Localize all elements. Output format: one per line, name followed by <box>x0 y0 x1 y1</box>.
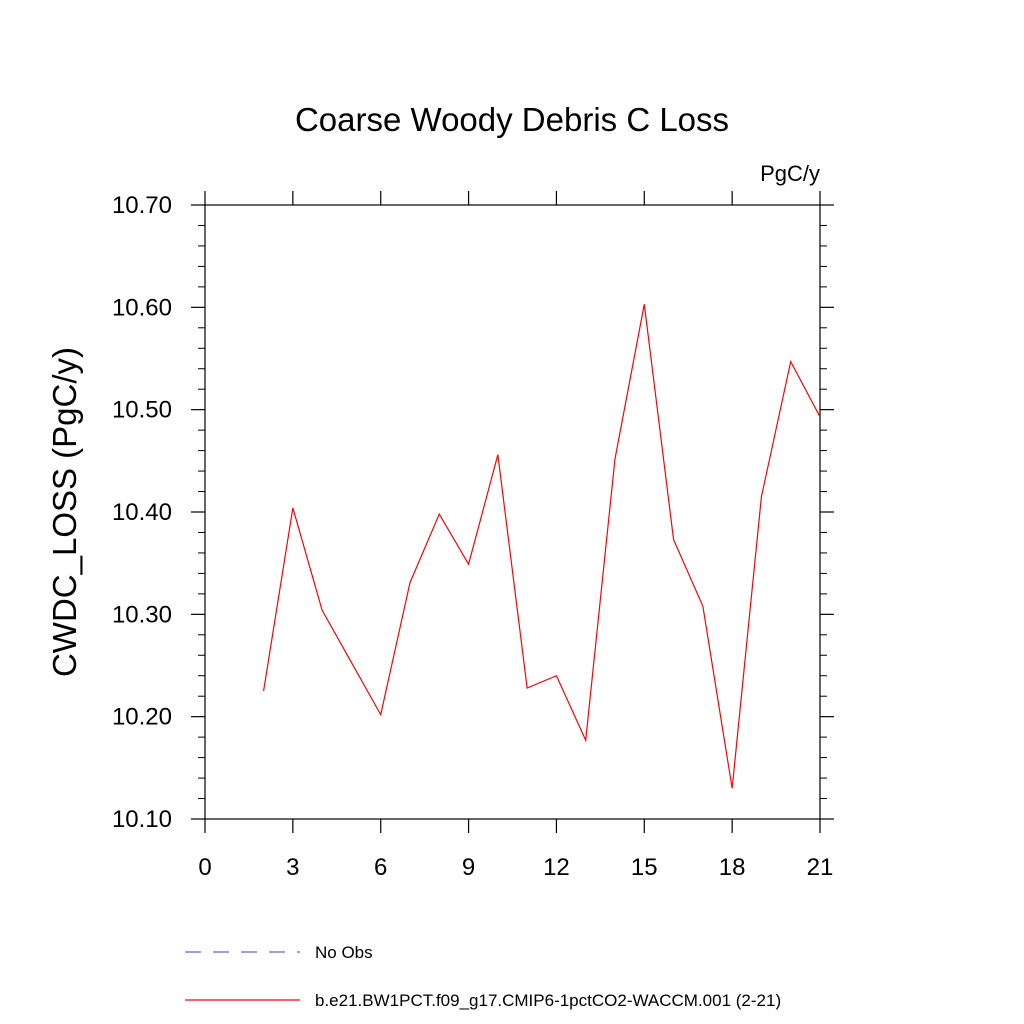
legend-label: No Obs <box>315 943 373 962</box>
y-tick-label: 10.30 <box>112 601 172 628</box>
x-tick-label: 9 <box>462 854 475 881</box>
x-tick-label: 21 <box>807 854 834 881</box>
legend-label: b.e21.BW1PCT.f09_g17.CMIP6-1pctCO2-WACCM… <box>315 991 781 1010</box>
series-layer <box>262 304 821 789</box>
x-tick-label: 15 <box>631 854 658 881</box>
y-axis-label: CWDC_LOSS (PgC/y) <box>46 347 83 677</box>
x-tick-label: 0 <box>198 854 211 881</box>
units-label: PgC/y <box>760 161 820 186</box>
y-tick-label: 10.10 <box>112 806 172 833</box>
plot-frame <box>204 204 821 820</box>
axes: 0 3 6 9 12 15 18 21 10.10 10.20 10.30 10.40 10.50 10.… <box>112 191 834 881</box>
y-tick-label: 10.70 <box>112 192 172 219</box>
chart-title: Coarse Woody Debris C Loss <box>295 101 729 138</box>
x-tick-label: 18 <box>719 854 746 881</box>
x-tick-label: 6 <box>374 854 387 881</box>
x-tick-label: 3 <box>286 854 299 881</box>
y-tick-label: 10.60 <box>112 294 172 321</box>
y-tick-label: 10.40 <box>112 499 172 526</box>
legend: No Obs b.e21.BW1PCT.f09_g17.CMIP6-1pctCO2… <box>185 943 781 1010</box>
y-tick-label: 10.50 <box>112 397 172 424</box>
series-line <box>262 304 821 789</box>
x-tick-label: 12 <box>543 854 570 881</box>
y-tick-label: 10.20 <box>112 704 172 731</box>
